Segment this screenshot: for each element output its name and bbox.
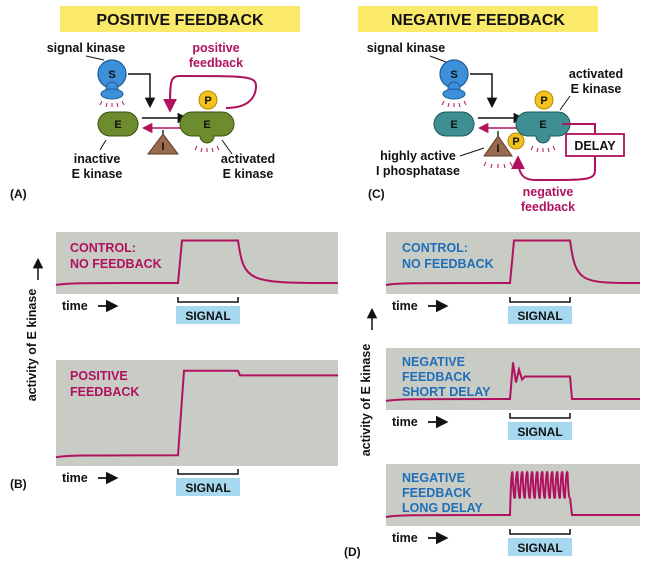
ylabel-d: activity of E kinase (359, 344, 373, 457)
ylabel-b: activity of E kinase (25, 289, 39, 402)
inactive-label-2: E kinase (72, 167, 123, 181)
positive-feedback-arrow (163, 74, 258, 113)
svg-text:FEEDBACK: FEEDBACK (402, 486, 471, 500)
svg-text:P: P (512, 136, 519, 148)
signal-arrow-c (470, 73, 498, 109)
time-label-d-control: time (392, 299, 418, 313)
svg-text:I: I (496, 143, 499, 155)
svg-text:CONTROL:: CONTROL: (402, 241, 468, 255)
signal-bracket-b-positive (177, 469, 239, 475)
signal-kinase-label-a: signal kinase (47, 41, 126, 55)
panel-letter-b: (B) (10, 477, 27, 491)
positive-feedback-label-2: feedback (189, 56, 243, 70)
signal-bracket-d-long (509, 529, 571, 535)
svg-text:P: P (540, 95, 547, 107)
time-signal-layer: time SIGNAL time SIGNAL time SIGNAL time SIGNAL… (62, 297, 572, 556)
panel-letter-a: (A) (10, 187, 27, 201)
trace-b-control (55, 239, 339, 286)
signal-box-d-short (508, 422, 572, 440)
svg-text:S: S (450, 69, 457, 81)
plot-d-short-delay: NEGATIVE FEEDBACK SHORT DELAY (386, 348, 640, 410)
signal-label-b-control: SIGNAL (185, 309, 230, 323)
svg-text:E: E (114, 119, 121, 131)
trace-b-positive (55, 369, 338, 459)
signal-box-d-control (508, 306, 572, 324)
signal-bracket-d-short (509, 413, 571, 419)
header-negative-bg (358, 6, 598, 32)
svg-text:NEGATIVE: NEGATIVE (402, 471, 465, 485)
svg-text:E: E (450, 119, 457, 131)
inactive-e-kinase: E (97, 111, 139, 137)
phosphatase-i-a: I (147, 133, 179, 155)
activated-e-kinase: E P (179, 90, 235, 153)
activated-label-a-1: activated (221, 152, 275, 166)
header-positive: POSITIVE FEEDBACK (96, 12, 264, 29)
negative-feedback-arrow (518, 123, 596, 181)
activated-label-c-2: E kinase (571, 82, 622, 96)
signal-box-d-long (508, 538, 572, 556)
svg-text:SHORT DELAY: SHORT DELAY (402, 385, 491, 399)
inactive-label-1: inactive (74, 152, 121, 166)
header-positive-bg (60, 6, 300, 32)
trace-d-long-delay (385, 471, 640, 518)
svg-text:NO FEEDBACK: NO FEEDBACK (70, 257, 162, 271)
svg-text:POSITIVE: POSITIVE (70, 369, 128, 383)
svg-text:NO FEEDBACK: NO FEEDBACK (402, 257, 494, 271)
signal-label-d-short: SIGNAL (517, 425, 562, 439)
phosphatase-label-1: highly active (380, 149, 456, 163)
activated-label-a-2: E kinase (223, 167, 274, 181)
panel-letter-c: (C) (368, 187, 385, 201)
time-label-b-positive: time (62, 471, 88, 485)
svg-text:P: P (204, 95, 211, 107)
signal-label-d-long: SIGNAL (517, 541, 562, 555)
signal-box-b-positive (176, 478, 240, 496)
activated-e-kinase-c: E P (515, 90, 571, 153)
traces-layer (55, 239, 641, 518)
signal-arrow-a (128, 73, 156, 109)
svg-text:NEGATIVE: NEGATIVE (402, 355, 465, 369)
delay-label: DELAY (574, 139, 616, 153)
negative-feedback-label-2: feedback (521, 200, 575, 214)
signal-bracket-b-control (177, 297, 239, 303)
signal-kinase-label-c: signal kinase (367, 41, 446, 55)
svg-text:FEEDBACK: FEEDBACK (402, 370, 471, 384)
positive-feedback-label-1: positive (192, 41, 239, 55)
panel-letter-d: (D) (344, 545, 361, 559)
plots-d: activity of E kinase (359, 307, 378, 457)
activated-label-c-1: activated (569, 67, 623, 81)
diagram-c: signal kinase S E E P activated E kinase (367, 41, 625, 214)
time-label-d-long: time (392, 531, 418, 545)
signal-label-b-positive: SIGNAL (185, 481, 230, 495)
plot-b-positive: POSITIVE FEEDBACK (56, 360, 338, 466)
signal-kinase-s-c: S (439, 59, 469, 108)
svg-text:E: E (203, 119, 210, 131)
svg-text:CONTROL:: CONTROL: (70, 241, 136, 255)
svg-text:S: S (108, 69, 115, 81)
svg-text:I: I (161, 141, 164, 153)
signal-box-b-control (176, 306, 240, 324)
inactive-e-kinase-c: E (433, 111, 475, 137)
svg-text:FEEDBACK: FEEDBACK (70, 385, 139, 399)
trace-d-control (385, 239, 641, 286)
negative-feedback-label-1: negative (523, 185, 574, 199)
svg-text:LONG DELAY: LONG DELAY (402, 501, 483, 515)
plots-b: activity of E kinase (25, 257, 44, 402)
time-label-b-control: time (62, 299, 88, 313)
signal-label-d-control: SIGNAL (517, 309, 562, 323)
trace-d-short-delay (385, 362, 640, 402)
signal-kinase-s: S (97, 59, 127, 108)
svg-text:E: E (539, 119, 546, 131)
header-negative: NEGATIVE FEEDBACK (391, 12, 565, 29)
signal-bracket-d-control (509, 297, 571, 303)
time-label-d-short: time (392, 415, 418, 429)
diagram-a: signal kinase S E E P I (47, 41, 275, 181)
phosphatase-label-2: I phosphatase (376, 164, 460, 178)
